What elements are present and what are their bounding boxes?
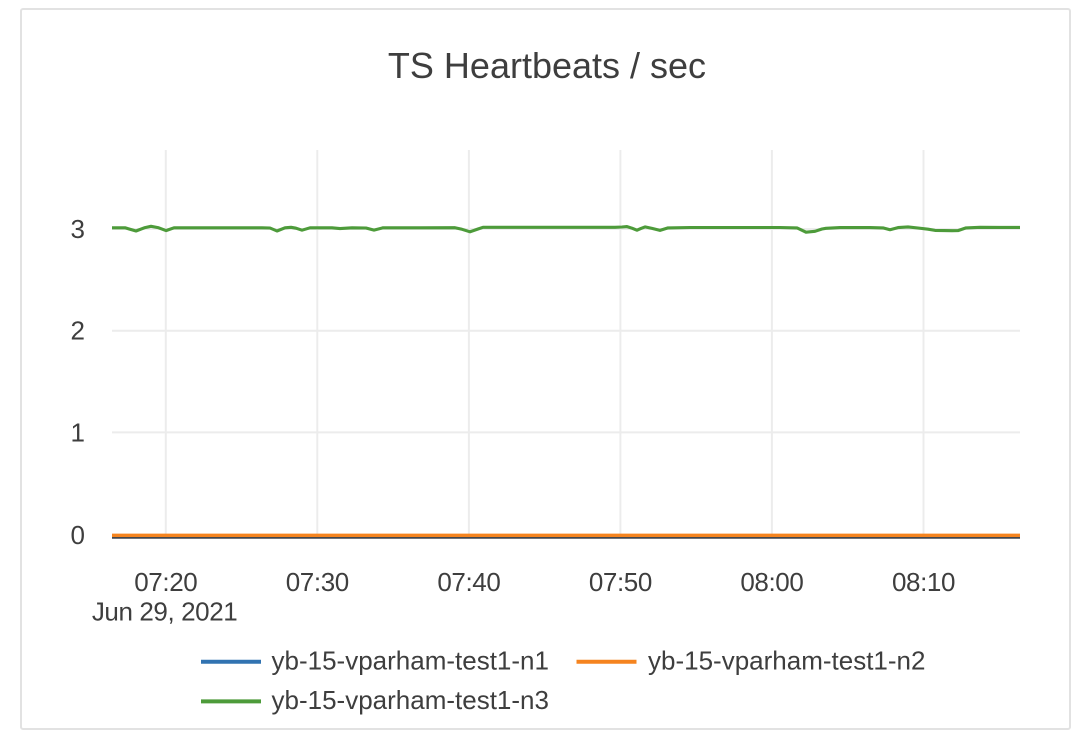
svg-text:yb-15-vparham-test1-n3: yb-15-vparham-test1-n3	[272, 685, 549, 715]
svg-text:0: 0	[71, 520, 85, 550]
svg-text:07:30: 07:30	[286, 567, 349, 597]
svg-text:2: 2	[71, 316, 85, 346]
svg-text:3: 3	[71, 214, 85, 244]
svg-text:yb-15-vparham-test1-n2: yb-15-vparham-test1-n2	[648, 646, 925, 676]
svg-text:Jun 29, 2021: Jun 29, 2021	[92, 597, 238, 627]
svg-text:07:20: 07:20	[134, 567, 197, 597]
svg-text:yb-15-vparham-test1-n1: yb-15-vparham-test1-n1	[272, 646, 549, 676]
svg-text:07:50: 07:50	[589, 567, 652, 597]
svg-text:TS Heartbeats / sec: TS Heartbeats / sec	[388, 45, 706, 86]
svg-text:08:00: 08:00	[740, 567, 803, 597]
svg-text:07:40: 07:40	[437, 567, 500, 597]
svg-text:08:10: 08:10	[892, 567, 955, 597]
svg-text:1: 1	[71, 417, 85, 447]
